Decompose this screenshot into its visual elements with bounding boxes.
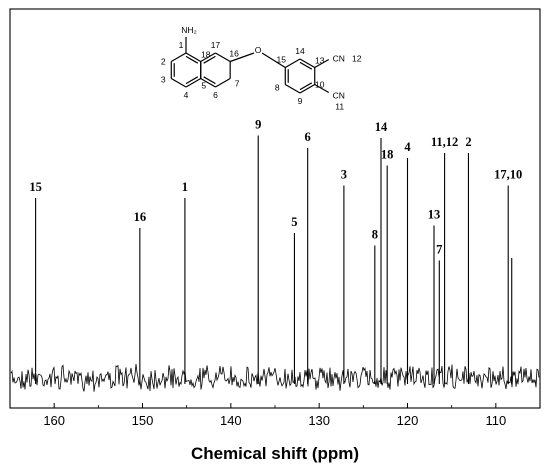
atom-number-11: 11 [335, 102, 344, 112]
ring-bond [170, 52, 187, 63]
atom-number-9: 9 [298, 96, 303, 106]
atom-number-3: 3 [161, 75, 166, 85]
x-tick-label: 130 [308, 413, 330, 428]
double-bond [203, 76, 216, 85]
peak-label: 14 [375, 120, 388, 134]
double-bond [185, 55, 199, 64]
atom-number-1: 1 [179, 40, 184, 50]
spectrum-plot: 15 16 1 9 5 6 3 8 14 18 4 13 7 11,12 2 17,10 [10, 118, 540, 392]
atom-number-15: 15 [277, 55, 287, 65]
ring-bond [170, 77, 187, 88]
atom-number-7: 7 [235, 79, 240, 89]
plot-frame [9, 8, 541, 409]
double-bond [203, 55, 216, 64]
x-tick-label: 140 [220, 413, 242, 428]
ring-bond [200, 52, 216, 63]
ring-bond [284, 58, 301, 69]
ring-bond [200, 77, 216, 88]
ether-bond [261, 52, 286, 69]
ether-bond [229, 52, 255, 63]
atom-number-5: 5 [201, 81, 206, 91]
peak-label: 18 [381, 148, 394, 162]
atom-number-14: 14 [295, 46, 305, 56]
peak-lines [35, 135, 513, 384]
x-tick-label: 150 [132, 413, 154, 428]
atom-number-13: 13 [315, 56, 325, 66]
atom-number-8: 8 [275, 83, 280, 93]
amine-label: NH₂ [181, 25, 197, 35]
peak-label: 8 [372, 228, 378, 242]
atom-number-16: 16 [229, 49, 239, 59]
atom-number-4: 4 [184, 90, 189, 100]
ring-bond [215, 52, 231, 63]
peak-label: 1 [182, 180, 188, 194]
baseline-noise [10, 364, 540, 392]
peak-label: 3 [341, 168, 347, 182]
nitrile-label-11: CN [333, 91, 345, 101]
atom-number-17: 17 [211, 40, 221, 50]
peak-label: 5 [291, 215, 297, 229]
peak-label: 6 [305, 130, 311, 144]
nitrile-bond [314, 58, 330, 69]
atom-number-10: 10 [315, 80, 325, 90]
x-tick-label: 110 [485, 413, 506, 428]
oxygen-label: O [255, 45, 262, 55]
peak-labels: 15 16 1 9 5 6 3 8 14 18 4 13 7 11,12 2 17,10 [29, 118, 522, 257]
peak-label: 16 [134, 210, 147, 224]
peak-label: 13 [428, 208, 441, 222]
atom-number-6: 6 [213, 90, 218, 100]
peak-label: 9 [255, 118, 261, 132]
double-bond [185, 76, 199, 85]
peak-label: 17,10 [494, 168, 522, 182]
double-bond [299, 82, 313, 91]
ring-bond [215, 77, 231, 88]
peak-label: 15 [29, 180, 42, 194]
nitrile-label-12: CN [333, 54, 345, 64]
peak-label: 11,12 [431, 135, 458, 149]
x-axis-title: Chemical shift (ppm) [191, 444, 359, 463]
double-bond [299, 61, 313, 70]
atom-number-18: 18 [201, 50, 211, 60]
x-axis-ticks: 160 150 140 130 120 110 [43, 403, 506, 428]
ring-bond [185, 52, 202, 63]
x-tick-label: 160 [43, 413, 65, 428]
nitrile-bond [314, 83, 330, 94]
ring-bond [284, 83, 301, 94]
peak-label: 2 [465, 135, 471, 149]
atom-number-12: 12 [352, 54, 362, 64]
peak-label: 7 [436, 243, 442, 257]
atom-number-2: 2 [161, 57, 166, 67]
x-tick-label: 120 [397, 413, 419, 428]
ring-bond [185, 77, 202, 88]
ring-bond [299, 83, 316, 94]
ring-bond [299, 58, 316, 69]
peak-label: 4 [404, 140, 411, 154]
